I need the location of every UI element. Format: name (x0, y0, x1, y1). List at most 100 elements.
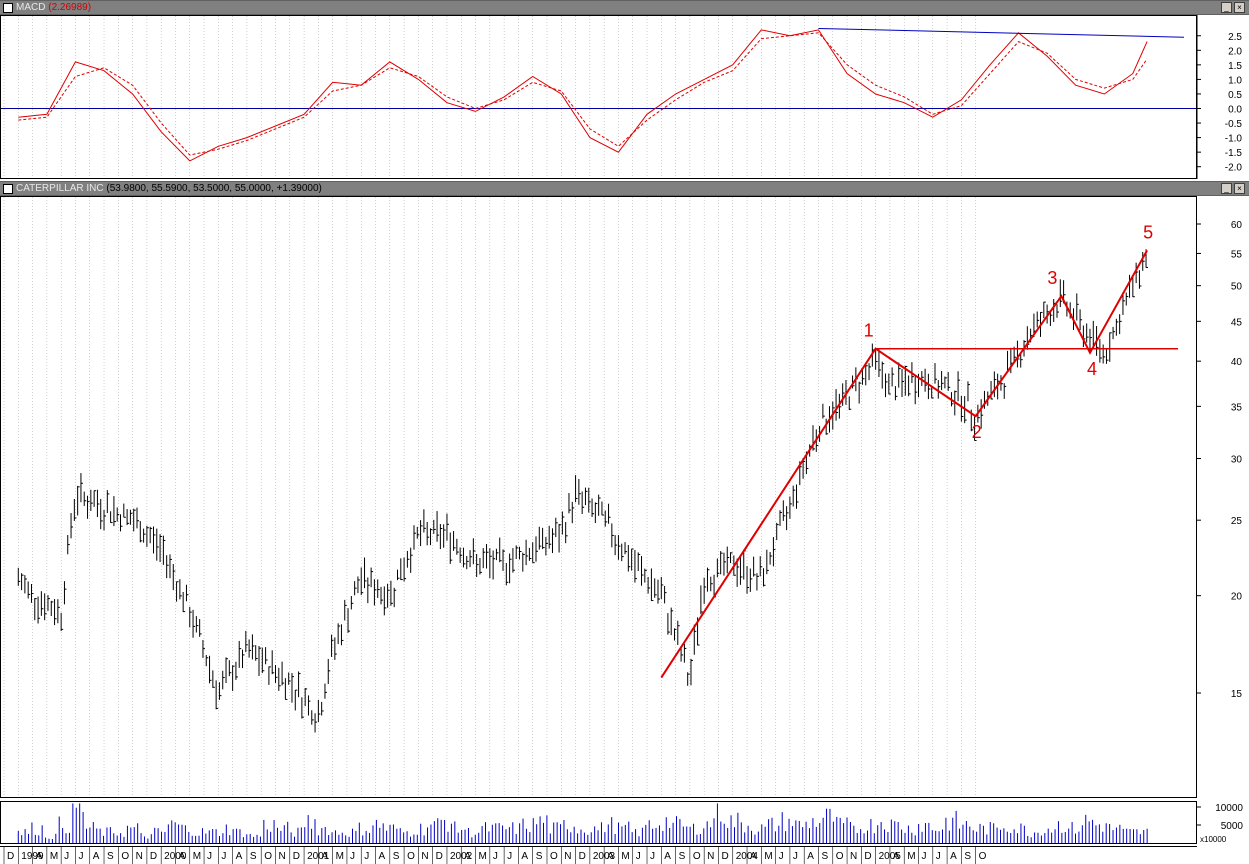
volume-bars (17, 803, 1148, 843)
macd-y-label: 0.5 (1228, 90, 1242, 101)
x-axis-label: J (64, 851, 69, 862)
x-axis-label: O (979, 851, 987, 862)
price-y-label: 25 (1231, 516, 1243, 527)
x-axis-label: N (564, 851, 571, 862)
macd-series (1, 27, 1196, 162)
x-axis-label: S (393, 851, 400, 862)
price-y-label: 15 (1231, 689, 1243, 700)
x-axis-label: A (664, 851, 671, 862)
x-axis-label: D (293, 851, 300, 862)
x-axis-label: D (579, 851, 586, 862)
macd-y-label: 2.5 (1228, 32, 1242, 43)
x-axis-label: J (636, 851, 641, 862)
wave-label: 3 (1047, 268, 1057, 288)
close-icon[interactable]: × (1234, 183, 1245, 194)
macd-y-label: 1.0 (1228, 75, 1242, 86)
panel-menu-icon[interactable] (3, 184, 13, 194)
x-axis-label: J (650, 851, 655, 862)
x-axis-label: O (264, 851, 272, 862)
volume-y-label: 5000 (1221, 821, 1244, 832)
macd-title: MACD (16, 2, 46, 13)
wave-label: 5 (1143, 222, 1153, 242)
x-axis-label: N (850, 851, 857, 862)
x-axis-label: A (321, 851, 328, 862)
x-axis-label: M (193, 851, 201, 862)
price-ohlc: (53.9800, 55.5900, 53.5000, 55.0000, +1.… (106, 183, 322, 194)
x-axis-label: D (864, 851, 871, 862)
price-bars (17, 249, 1149, 733)
price-y-label: 35 (1231, 402, 1243, 413)
x-axis-label: M (50, 851, 58, 862)
x-axis-label: M (907, 851, 915, 862)
macd-y-label: -1.0 (1225, 134, 1243, 145)
price-y-label: 45 (1231, 317, 1243, 328)
x-axis-label: D (721, 851, 728, 862)
signal-line (18, 32, 1148, 156)
volume-y-label: 10000 (1215, 803, 1243, 814)
x-axis-label: N (136, 851, 143, 862)
macd-trend-line (818, 27, 1185, 38)
x-axis-label: O (121, 851, 129, 862)
x-axis-label: J (207, 851, 212, 862)
x-axis-label: D (7, 851, 14, 862)
x-axis-label: S (107, 851, 114, 862)
macd-y-label: 2.0 (1228, 46, 1242, 57)
x-axis-label: M (336, 851, 344, 862)
x-axis-label: M (621, 851, 629, 862)
price-y-label: 60 (1231, 220, 1243, 231)
wave-label: 4 (1087, 359, 1097, 379)
elliott-wave-annotations: 1 2 3 4 5 (660, 222, 1178, 679)
price-y-label: 40 (1231, 357, 1243, 368)
price-y-label: 20 (1231, 592, 1243, 603)
price-panel-titlebar: CATERPILLAR INC (53.9800, 55.5900, 53.50… (0, 181, 1249, 196)
macd-plot-area (0, 15, 1197, 179)
x-axis-label: A (178, 851, 185, 862)
wave-label: 2 (972, 422, 982, 442)
volume-y-axis: 10000 5000 (1197, 803, 1243, 832)
x-axis-label: S (536, 851, 543, 862)
x-axis-label: A (36, 851, 43, 862)
macd-panel-titlebar: MACD (2.26989) _ × (0, 0, 1249, 15)
x-axis-label: J (493, 851, 498, 862)
x-axis-label: J (364, 851, 369, 862)
x-axis-label: A (950, 851, 957, 862)
macd-y-label: -2.0 (1225, 163, 1243, 174)
panel-menu-icon[interactable] (3, 3, 13, 13)
x-axis-label: J (221, 851, 226, 862)
x-axis-label: A (93, 851, 100, 862)
price-y-label: 55 (1231, 249, 1243, 260)
x-axis-strip (0, 846, 1249, 864)
macd-y-label: -1.5 (1225, 148, 1243, 159)
close-icon[interactable]: × (1234, 2, 1245, 13)
x-axis-label: J (350, 851, 355, 862)
macd-y-axis: 2.5 2.0 1.5 1.0 0.5 0.0 -0.5 -1.0 -1.5 -2.0 (1197, 32, 1242, 174)
x-axis-label: S (250, 851, 257, 862)
x-axis-label: N (421, 851, 428, 862)
x-axis-label: A (379, 851, 386, 862)
x-axis-label: J (793, 851, 798, 862)
x-axis-label: A (464, 851, 471, 862)
x-axis-label: A (236, 851, 243, 862)
grid-lines (3, 16, 976, 797)
x-axis-label: A (521, 851, 528, 862)
x-axis-label: J (779, 851, 784, 862)
x-axis-label: N (707, 851, 714, 862)
x-axis-label: O (407, 851, 415, 862)
macd-value: (2.26989) (48, 2, 92, 13)
x-axis-label: J (78, 851, 83, 862)
x-axis-label: J (922, 851, 927, 862)
x-axis-label: J (936, 851, 941, 862)
volume-multiplier-label: x10000 (1200, 835, 1227, 844)
wave-label: 1 (864, 321, 874, 341)
x-axis-label: S (679, 851, 686, 862)
x-axis-label: D (436, 851, 443, 862)
price-y-label: 30 (1231, 455, 1243, 466)
x-axis-label: S (964, 851, 971, 862)
x-axis-label: J (507, 851, 512, 862)
x-axis-label: A (607, 851, 614, 862)
minimize-icon[interactable]: _ (1221, 183, 1232, 194)
x-axis-label: O (550, 851, 558, 862)
minimize-icon[interactable]: _ (1221, 2, 1232, 13)
